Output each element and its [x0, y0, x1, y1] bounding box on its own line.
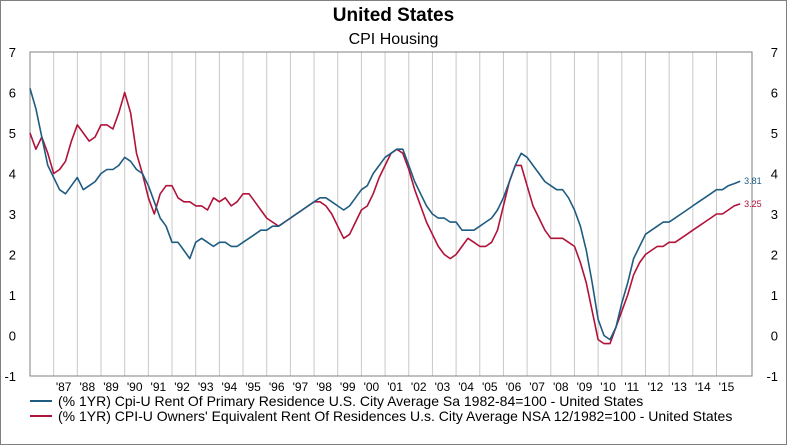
- x-tick-label: '97: [293, 380, 309, 394]
- x-tick-label: '10: [600, 380, 616, 394]
- x-tick-label: '90: [127, 380, 143, 394]
- x-tick-label: '00: [364, 380, 380, 394]
- x-tick-label: '08: [553, 380, 569, 394]
- legend-entry-oer: (% 1YR) CPI-U Owners' Equivalent Rent Of…: [30, 409, 775, 423]
- x-tick-label: '88: [80, 380, 96, 394]
- end-label-1: 3.25: [744, 199, 762, 209]
- y-tick-label-left: 1: [9, 288, 16, 303]
- y-tick-label-right: 4: [771, 167, 778, 182]
- series-lines: [29, 88, 741, 345]
- x-axis: '87 '88 '89 '90 '91 '92 '93 '94 '95 '96 '97 '98 '99 '…: [56, 380, 735, 394]
- x-tick-label: '96: [269, 380, 285, 394]
- x-tick-label: '93: [198, 380, 214, 394]
- end-label-0: 3.81: [744, 176, 762, 186]
- legend-swatch-rent: [30, 400, 52, 402]
- grid-lines: [53, 52, 717, 376]
- x-tick-label: '94: [222, 380, 238, 394]
- y-tick-label-left: 7: [9, 45, 16, 60]
- x-tick-label: '09: [577, 380, 593, 394]
- y-tick-label-right: 0: [771, 329, 778, 344]
- x-tick-label: '15: [719, 380, 735, 394]
- legend: (% 1YR) Cpi-U Rent Of Primary Residence …: [30, 394, 775, 424]
- x-tick-label: '14: [695, 380, 711, 394]
- x-tick-label: '06: [506, 380, 522, 394]
- legend-label-rent: (% 1YR) Cpi-U Rent Of Primary Residence …: [58, 393, 644, 409]
- x-tick-label: '92: [174, 380, 190, 394]
- x-tick-label: '99: [340, 380, 356, 394]
- series-line-0: [29, 88, 741, 341]
- x-tick-label: '13: [671, 380, 687, 394]
- legend-swatch-oer: [30, 415, 52, 417]
- x-tick-label: '91: [151, 380, 167, 394]
- x-tick-label: '03: [435, 380, 451, 394]
- end-labels: 3.25 3.81: [744, 176, 762, 209]
- y-tick-label-right: 6: [771, 86, 778, 101]
- y-tick-label-right: 2: [771, 248, 778, 263]
- x-tick-label: '04: [458, 380, 474, 394]
- x-tick-label: '87: [56, 380, 72, 394]
- y-tick-label-right: 7: [771, 45, 778, 60]
- x-tick-label: '01: [387, 380, 403, 394]
- x-tick-label: '07: [529, 380, 545, 394]
- x-tick-label: '05: [482, 380, 498, 394]
- series-line-1: [29, 91, 741, 345]
- x-tick-label: '12: [648, 380, 664, 394]
- y-tick-label-left: 2: [9, 248, 16, 263]
- y-axis-left: -1 0 1 2 3 4 5 6 7: [4, 45, 16, 384]
- x-tick-label: '89: [103, 380, 119, 394]
- y-tick-label-left: 4: [9, 167, 16, 182]
- x-tick-label: '98: [316, 380, 332, 394]
- y-axis-right: -1 0 1 2 3 4 5 6 7: [766, 45, 778, 384]
- y-tick-label-right: -1: [766, 369, 778, 384]
- x-tick-label: '95: [245, 380, 261, 394]
- y-tick-label-right: 3: [771, 207, 778, 222]
- legend-entry-rent: (% 1YR) Cpi-U Rent Of Primary Residence …: [30, 394, 775, 408]
- chart-subtitle: CPI Housing: [348, 31, 439, 48]
- y-tick-label-left: 3: [9, 207, 16, 222]
- y-tick-label-left: -1: [4, 369, 16, 384]
- legend-label-oer: (% 1YR) CPI-U Owners' Equivalent Rent Of…: [58, 408, 733, 424]
- plot-area: [29, 51, 753, 377]
- y-tick-label-right: 1: [771, 288, 778, 303]
- x-tick-label: '02: [411, 380, 427, 394]
- y-tick-label-left: 5: [9, 126, 16, 141]
- chart-title: United States: [332, 5, 455, 26]
- y-tick-label-right: 5: [771, 126, 778, 141]
- x-tick-label: '11: [624, 380, 639, 394]
- y-tick-label-left: 0: [9, 329, 16, 344]
- y-tick-label-left: 6: [9, 86, 16, 101]
